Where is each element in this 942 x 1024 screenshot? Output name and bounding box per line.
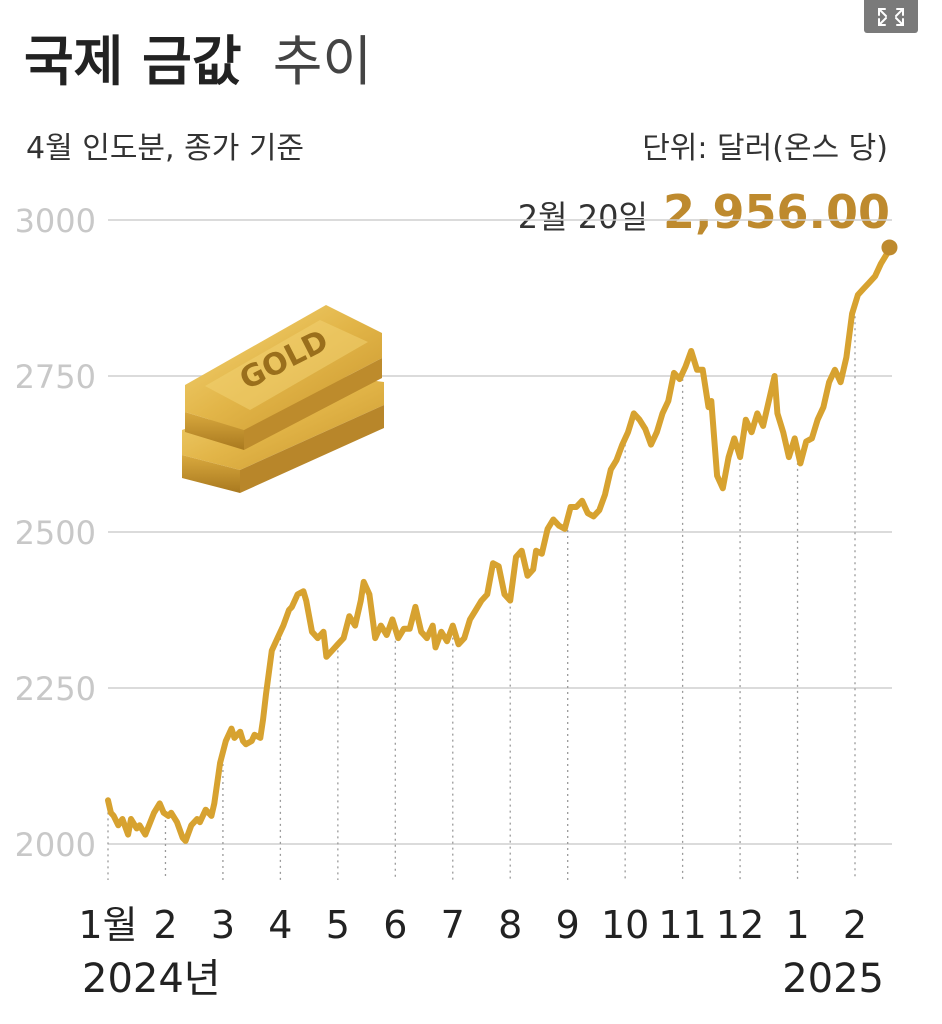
x-tick-label-3: 4 [268, 903, 292, 947]
x-tick-label-9: 10 [601, 903, 649, 947]
x-tick-label-8: 9 [556, 903, 580, 947]
y-tick-label-2500: 2500 [15, 514, 96, 552]
x-tick-label-6: 7 [441, 903, 465, 947]
y-tick-label-3000: 3000 [15, 202, 96, 240]
expand-button[interactable] [864, 0, 918, 33]
y-axis: 2000 2250 2500 2750 3000 [15, 202, 96, 864]
x-tick-label-4: 5 [326, 903, 350, 947]
title-bold: 국제 금값 [24, 30, 242, 93]
unit-label: 단위: 달러(온스 당) [642, 131, 888, 166]
gold-price-line [105, 244, 893, 844]
x-tick-label-11: 12 [716, 903, 764, 947]
x-tick-label-1: 2 [153, 903, 177, 947]
x-tick-label-5: 6 [383, 903, 407, 947]
gold-bar-illustration: GOLD [182, 305, 384, 493]
x-tick-label-10: 11 [658, 903, 706, 947]
y-tick-label-2750: 2750 [15, 358, 96, 396]
title-light: 추이 [273, 30, 372, 93]
year-label-2024: 2024년 [82, 956, 221, 1002]
latest-annotation: 2월 20일 2,956.00 [518, 185, 890, 239]
y-tick-label-2000: 2000 [15, 826, 96, 864]
x-tick-label-12: 1 [785, 903, 809, 947]
month-guides [107, 310, 856, 880]
y-tick-label-2250: 2250 [15, 670, 96, 708]
x-tick-label-13: 2 [843, 903, 867, 947]
year-label-2025: 2025 [782, 956, 884, 1002]
expand-arrows-icon [878, 7, 904, 26]
chart-subtitle: 4월 인도분, 종가 기준 [26, 131, 304, 166]
x-tick-label-2: 3 [211, 903, 235, 947]
x-axis: 1월 2 3 4 5 6 7 8 9 10 11 12 1 2 [78, 903, 867, 947]
latest-value: 2,956.00 [663, 185, 890, 239]
latest-date: 2월 20일 [518, 198, 648, 236]
latest-point-marker [881, 239, 898, 256]
x-tick-label-0: 1월 [78, 903, 137, 947]
chart-title: 국제 금값 추이 [24, 30, 372, 93]
x-tick-label-7: 8 [498, 903, 522, 947]
